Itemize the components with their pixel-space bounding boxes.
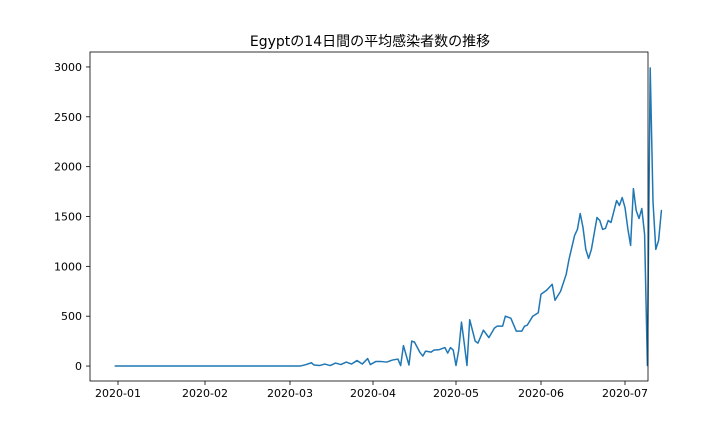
x-tick-label: 2020-05: [433, 387, 479, 400]
y-tick-label: 1500: [54, 211, 82, 224]
y-tick-label: 2000: [54, 161, 82, 174]
x-tick-label: 2020-04: [350, 387, 396, 400]
axes: 2020-01 2020-02 2020-03 2020-04 2020-05 2020-…: [54, 51, 649, 400]
plot-area: [114, 67, 663, 367]
y-tick-label: 1000: [54, 260, 82, 273]
x-tick-label: 2020-01: [95, 387, 141, 400]
x-tick-label: 2020-07: [602, 387, 648, 400]
y-tick-label: 500: [61, 310, 82, 323]
x-tick-label: 2020-02: [182, 387, 228, 400]
y-tick-label: 2500: [54, 111, 82, 124]
y-tick-label: 0: [75, 360, 82, 373]
plot-frame: [89, 51, 649, 382]
chart-title: Egyptの14日間の平均感染者数の推移: [250, 33, 490, 50]
series-line-0: [114, 67, 663, 367]
x-tick-label: 2020-03: [267, 387, 313, 400]
y-tick-label: 3000: [54, 61, 82, 74]
x-tick-label: 2020-06: [518, 387, 564, 400]
